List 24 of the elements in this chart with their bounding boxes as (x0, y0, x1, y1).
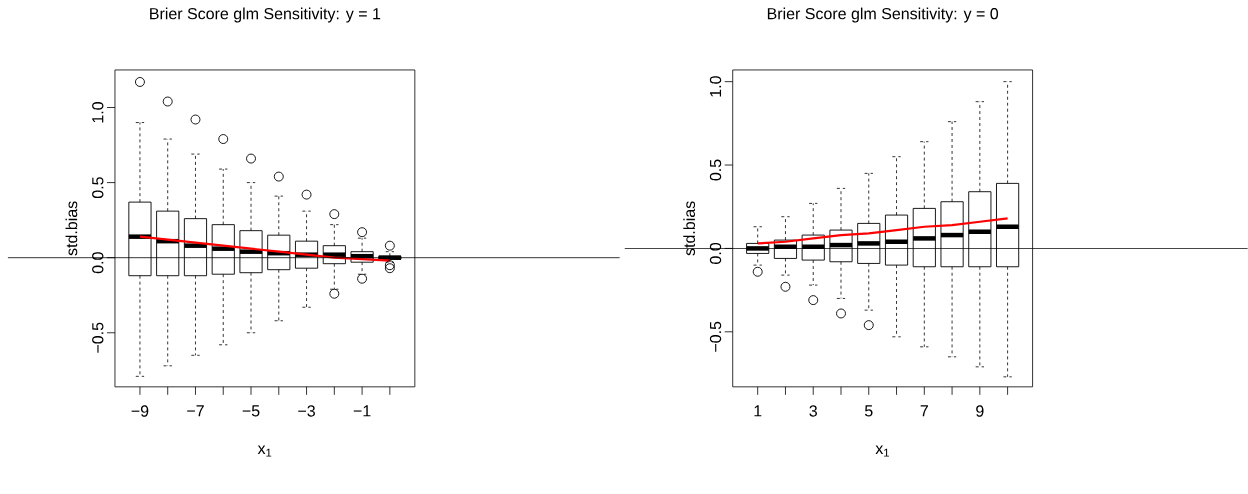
x-tick-label: −3 (298, 405, 315, 417)
y-tick-label: 0.0 (709, 243, 722, 264)
x-axis-title: x$_{1}$ (257, 445, 272, 457)
y-tick-label: −0.5 (92, 322, 104, 353)
y-axis-title: std.bias (683, 201, 696, 256)
x-tick-label: −7 (187, 405, 204, 417)
chart-title: Brier Score glm Sensitivity: y = 0 (767, 7, 999, 23)
y-axis-title: std.bias (65, 201, 78, 256)
y-tick-label: −0.5 (709, 321, 722, 352)
y-tick-label: 0.0 (92, 252, 104, 274)
y-tick-label: 1.0 (709, 76, 722, 97)
x-tick-label: 5 (864, 405, 873, 417)
y-tick-label: 0.5 (92, 177, 104, 199)
x-axis-title: x$_{1}$ (875, 445, 889, 457)
x-tick-label: −1 (353, 405, 371, 417)
x-tick-label: 7 (920, 405, 928, 417)
chart-title: Brier Score glm Sensitivity: y = 1 (150, 7, 381, 23)
y-tick-label: 0.5 (709, 159, 722, 181)
x-tick-label: −5 (242, 405, 260, 417)
x-tick-label: 1 (754, 405, 762, 417)
x-tick-label: −9 (131, 405, 149, 417)
y-tick-label: 1.0 (92, 102, 104, 123)
x-tick-label: 9 (976, 405, 984, 417)
x-tick-label: 3 (809, 405, 817, 417)
